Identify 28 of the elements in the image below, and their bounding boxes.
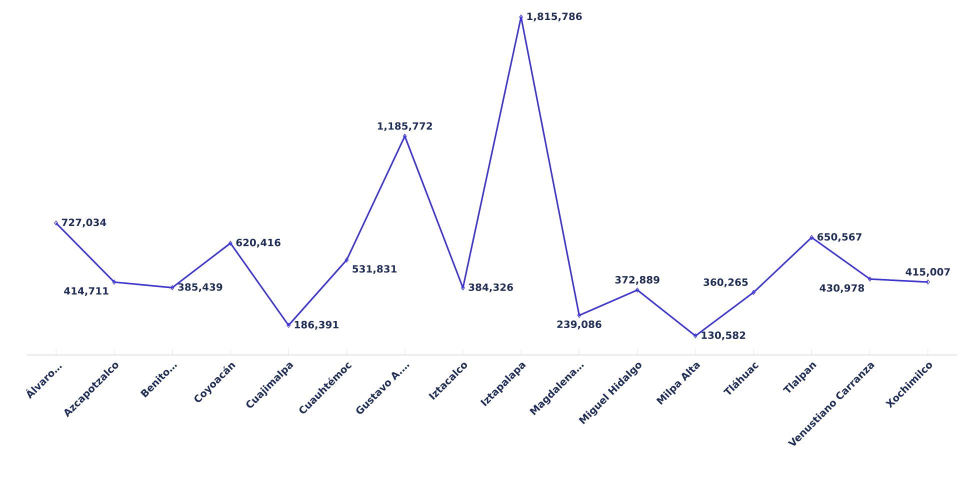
data-label: 130,582 xyxy=(702,331,746,340)
data-label: 360,265 xyxy=(704,278,748,288)
point xyxy=(752,290,756,295)
data-label: 385,439 xyxy=(178,283,222,292)
data-label: 1,185,772 xyxy=(378,122,432,132)
data-label: 727,034 xyxy=(62,218,106,228)
data-label: 414,711 xyxy=(64,287,108,296)
point xyxy=(868,276,872,282)
data-label: 430,978 xyxy=(820,284,864,294)
data-label: 239,086 xyxy=(557,320,602,330)
point xyxy=(635,288,640,293)
data-label: 372,889 xyxy=(615,276,660,285)
point xyxy=(577,312,582,318)
point xyxy=(402,134,407,139)
point xyxy=(694,333,698,338)
point xyxy=(344,257,349,262)
data-label: 650,567 xyxy=(818,233,862,242)
data-label: 186,391 xyxy=(294,320,338,330)
data-label: 531,831 xyxy=(352,265,397,274)
point xyxy=(112,280,116,285)
point xyxy=(170,285,174,290)
point xyxy=(810,234,814,240)
data-label: 1,815,786 xyxy=(527,12,582,22)
point xyxy=(228,240,232,246)
data-label: 415,007 xyxy=(906,268,950,277)
data-label: 384,326 xyxy=(468,283,513,292)
data-label: 620,416 xyxy=(236,238,280,248)
point xyxy=(286,322,291,328)
